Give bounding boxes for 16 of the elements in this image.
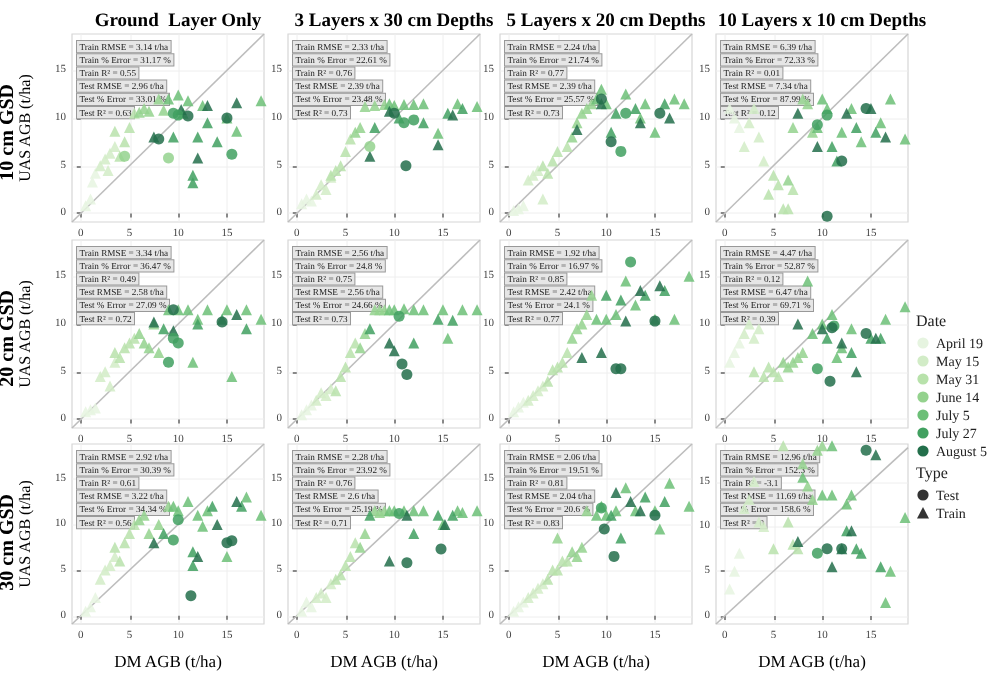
x-axis-title: DM AGB (t/ha) xyxy=(542,651,651,671)
chart-title: 10 Layers x 10 cm Depths xyxy=(717,12,927,32)
text: 10 cm GSD xyxy=(0,83,19,181)
x-axis-title: DM AGB (t/ha) xyxy=(114,651,223,671)
chart-title: 5 Layers x 20 cm Depths xyxy=(506,12,707,32)
text: 30 cm GSD xyxy=(0,493,19,591)
x-axis-title: DM AGB (t/ha) xyxy=(758,651,867,671)
legend-title: Date xyxy=(916,312,949,330)
y-axis-title: UAS AGB (t/ha) xyxy=(16,73,35,182)
legend-title: Type xyxy=(916,464,950,482)
chart-title: Ground Layer Only xyxy=(94,12,262,32)
y-axis-title: UAS AGB (t/ha) xyxy=(16,479,35,588)
x-axis-title: DM AGB (t/ha) xyxy=(330,651,439,671)
text: 20 cm GSD xyxy=(0,289,19,387)
y-axis-title: UAS AGB (t/ha) xyxy=(16,279,35,388)
chart-title: 3 Layers x 30 cm Depths xyxy=(294,12,495,32)
